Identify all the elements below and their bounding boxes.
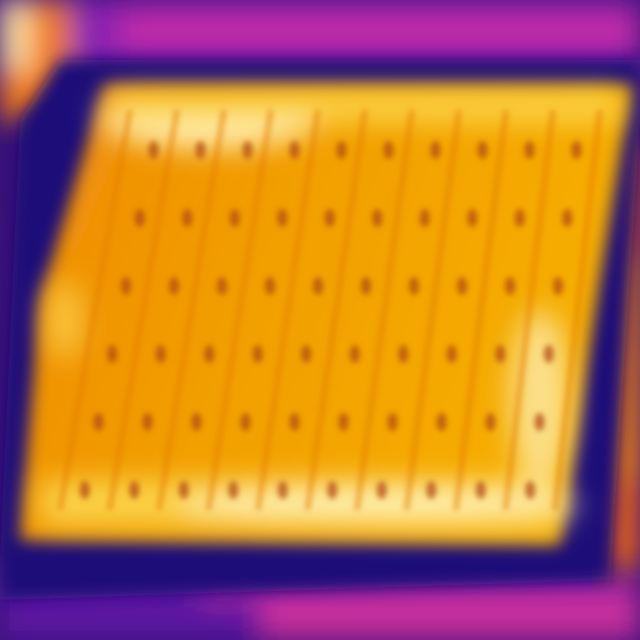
cell-divider bbox=[156, 109, 227, 511]
cell-contact-dot bbox=[313, 277, 323, 295]
cell-divider bbox=[354, 109, 415, 511]
cell-contact-dot bbox=[376, 481, 387, 499]
cell-contact-dot bbox=[387, 413, 398, 431]
cell-contact-dot bbox=[419, 209, 430, 227]
cell-contact-dot bbox=[505, 277, 515, 295]
cell-contact-dot bbox=[107, 345, 118, 363]
cell-contact-dot bbox=[409, 277, 419, 295]
cell-contact-dot bbox=[446, 345, 457, 363]
cell-contact-dot bbox=[155, 345, 166, 363]
cell-grid bbox=[57, 109, 603, 511]
cell-contact-dot bbox=[134, 209, 145, 227]
cell-divider bbox=[255, 109, 321, 511]
cell-divider bbox=[106, 109, 180, 511]
cell-contact-dot bbox=[265, 277, 275, 295]
cell-contact-dot bbox=[324, 209, 335, 227]
cell-contact-dot bbox=[534, 413, 545, 431]
cell-divider bbox=[552, 109, 603, 511]
cell-contact-dot bbox=[514, 209, 525, 227]
cell-contact-dot bbox=[485, 413, 496, 431]
cell-divider bbox=[205, 109, 274, 511]
cell-contact-dot bbox=[289, 141, 300, 159]
cell-divider bbox=[304, 109, 368, 511]
cell-contact-dot bbox=[93, 413, 104, 431]
cell-contact-dot bbox=[349, 345, 360, 363]
cell-contact-dot bbox=[182, 209, 193, 227]
cell-contact-dot bbox=[383, 141, 394, 159]
cell-divider bbox=[57, 109, 133, 511]
cell-contact-dot bbox=[252, 345, 263, 363]
cell-contact-dot bbox=[191, 413, 202, 431]
cell-contact-dot bbox=[562, 209, 573, 227]
cell-contact-dot bbox=[477, 141, 488, 159]
cell-contact-dot bbox=[242, 141, 253, 159]
cell-contact-dot bbox=[336, 141, 347, 159]
cell-contact-dot bbox=[79, 481, 90, 499]
cell-contact-dot bbox=[543, 345, 554, 363]
cell-contact-dot bbox=[525, 481, 536, 499]
cell-contact-dot bbox=[327, 481, 338, 499]
cell-contact-dot bbox=[524, 141, 535, 159]
cell-divider bbox=[502, 109, 556, 511]
cell-contact-dot bbox=[457, 277, 467, 295]
cell-contact-dot bbox=[217, 277, 227, 295]
cell-contact-dot bbox=[467, 209, 478, 227]
cell-contact-dot bbox=[372, 209, 383, 227]
cell-contact-dot bbox=[121, 277, 131, 295]
cell-contact-dot bbox=[430, 141, 441, 159]
cell-contact-dot bbox=[436, 413, 447, 431]
cell-contact-dot bbox=[361, 277, 371, 295]
cell-contact-dot bbox=[240, 413, 251, 431]
cell-contact-dot bbox=[277, 209, 288, 227]
cell-contact-dot bbox=[228, 481, 239, 499]
cell-contact-dot bbox=[142, 413, 153, 431]
cell-contact-dot bbox=[178, 481, 189, 499]
cell-contact-dot bbox=[553, 277, 563, 295]
cell-divider bbox=[453, 109, 509, 511]
cell-contact-dot bbox=[229, 209, 240, 227]
top-warm-band bbox=[0, 0, 640, 120]
cell-contact-dot bbox=[301, 345, 312, 363]
cell-contact-dot bbox=[129, 481, 140, 499]
cell-contact-dot bbox=[338, 413, 349, 431]
cell-contact-dot bbox=[475, 481, 486, 499]
cell-contact-dot bbox=[169, 277, 179, 295]
cell-divider bbox=[403, 109, 462, 511]
cell-contact-dot bbox=[148, 141, 159, 159]
cell-contact-dot bbox=[398, 345, 409, 363]
cell-contact-dot bbox=[426, 481, 437, 499]
cell-contact-dot bbox=[195, 141, 206, 159]
cell-contact-dot bbox=[495, 345, 506, 363]
cell-contact-dot bbox=[289, 413, 300, 431]
cell-contact-dot bbox=[277, 481, 288, 499]
cell-contact-dot bbox=[204, 345, 215, 363]
cell-contact-dot bbox=[571, 141, 582, 159]
